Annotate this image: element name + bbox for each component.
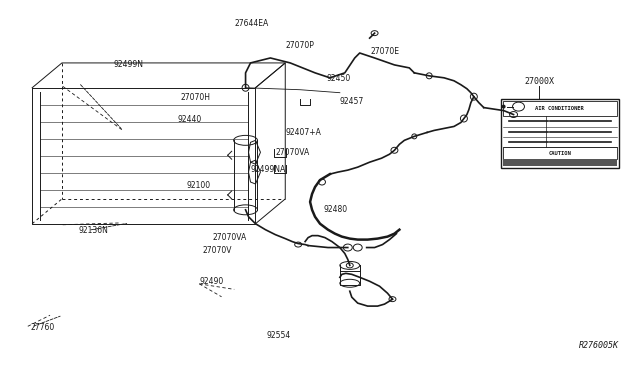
- Text: 92136N: 92136N: [79, 226, 109, 235]
- Text: 27070E: 27070E: [371, 47, 400, 56]
- Text: 92457: 92457: [339, 97, 364, 106]
- Text: 27070H: 27070H: [180, 93, 211, 102]
- Text: 92554: 92554: [266, 331, 291, 340]
- Text: 92450: 92450: [326, 74, 351, 83]
- Text: AIR CONDITIONER: AIR CONDITIONER: [536, 106, 584, 111]
- Text: 92490: 92490: [199, 278, 223, 286]
- Bar: [503, 147, 616, 159]
- Text: 27070VA: 27070VA: [212, 233, 246, 242]
- Text: 92499N: 92499N: [113, 60, 143, 69]
- Text: 27070V: 27070V: [202, 246, 232, 255]
- Bar: [503, 159, 616, 166]
- Text: 27644EA: 27644EA: [234, 19, 269, 28]
- Text: R276005K: R276005K: [579, 341, 618, 350]
- Bar: [501, 99, 618, 167]
- Text: 92440: 92440: [177, 115, 202, 124]
- Text: 27070P: 27070P: [285, 41, 314, 50]
- Text: 92480: 92480: [323, 205, 348, 215]
- Text: 27000X: 27000X: [524, 77, 554, 86]
- Text: 27760: 27760: [31, 323, 55, 331]
- Text: 92499NA: 92499NA: [250, 165, 285, 174]
- Text: 27070VA: 27070VA: [276, 148, 310, 157]
- Text: 92100: 92100: [187, 182, 211, 190]
- Bar: [503, 101, 616, 116]
- Text: CAUTION: CAUTION: [548, 151, 571, 156]
- Text: 92407+A: 92407+A: [285, 128, 321, 137]
- Ellipse shape: [502, 105, 506, 109]
